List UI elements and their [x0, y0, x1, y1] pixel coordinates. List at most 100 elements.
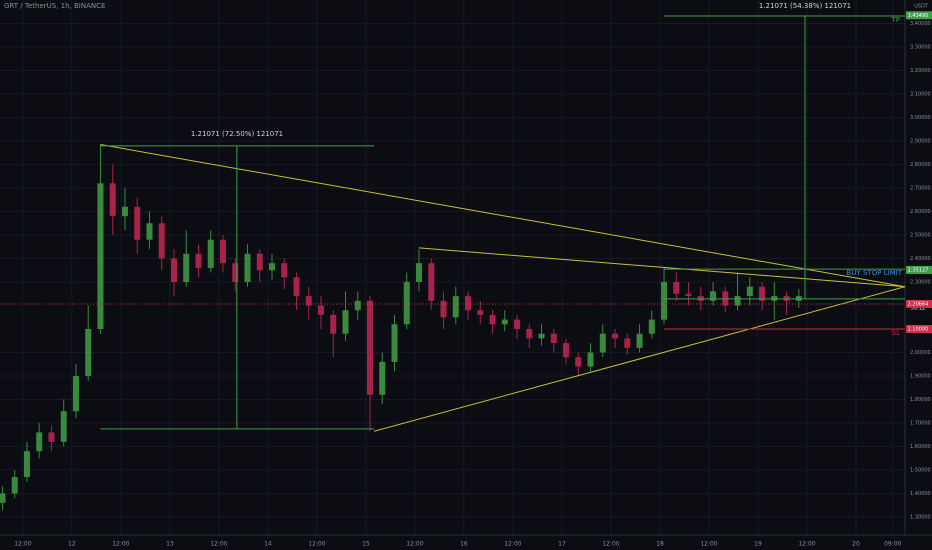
candle-body — [293, 277, 300, 297]
x-tick-label: 18 — [656, 541, 664, 548]
candle-body — [72, 375, 79, 412]
candle-body — [440, 300, 447, 318]
y-tick-label: 3.00000 — [910, 115, 931, 121]
candle-body — [599, 333, 606, 353]
candle-body — [256, 253, 263, 271]
x-tick-label: 13 — [166, 541, 174, 548]
candle-body — [489, 314, 496, 325]
candle-body — [673, 281, 680, 294]
x-tick-label: 19 — [754, 541, 762, 548]
sl-label: SL — [892, 329, 900, 337]
candle-body — [23, 451, 30, 478]
candle-body — [219, 239, 226, 264]
y-tick-label: 1.80000 — [910, 397, 931, 403]
candle-body — [734, 296, 741, 306]
candle-body — [526, 328, 533, 339]
candle-body — [146, 223, 153, 240]
candle-body — [60, 411, 67, 442]
countdown: 50:12 — [911, 306, 925, 312]
candle-body — [207, 239, 214, 268]
x-tick-label: 14 — [264, 541, 272, 548]
candle-body — [575, 357, 582, 367]
candle-body — [465, 296, 472, 311]
y-tick-label: 1.70000 — [910, 420, 931, 426]
price-tag-label: 2.10000 — [908, 326, 929, 332]
x-tick-label: 12:00 — [798, 541, 815, 548]
y-tick-label: 3.30000 — [910, 44, 931, 50]
price-tag — [906, 265, 932, 274]
y-tick-label: 1.90000 — [910, 373, 931, 379]
currency: USDT — [914, 4, 929, 10]
candle-body — [330, 314, 337, 334]
y-tick-label: 2.30000 — [910, 279, 931, 285]
x-tick-label: 20 — [852, 541, 860, 548]
candle-body — [109, 183, 116, 217]
candle-body — [514, 319, 521, 329]
candle-body — [97, 183, 104, 329]
y-tick-label: 2.70000 — [910, 185, 931, 191]
x-tick-label: 12:00 — [602, 541, 619, 548]
candle-body — [759, 286, 766, 301]
price-tag-label: 2.20664 — [908, 301, 929, 307]
candle-body — [305, 296, 312, 306]
y-tick-label: 2.80000 — [910, 162, 931, 168]
y-tick-label: 2.00000 — [910, 350, 931, 356]
price-tag — [906, 324, 932, 333]
candle-body — [121, 206, 128, 217]
candle-body — [550, 333, 557, 344]
candle-body — [391, 324, 398, 362]
y-tick-label: 2.50000 — [910, 232, 931, 238]
y-tick-label: 3.10000 — [910, 91, 931, 97]
candle-body — [612, 333, 619, 339]
y-tick-label: 3.20000 — [910, 68, 931, 74]
candle-body — [232, 263, 239, 282]
candle-body — [342, 310, 349, 334]
drawing-line — [418, 247, 906, 288]
x-tick-label: 12 — [68, 541, 76, 548]
candle-body — [268, 263, 275, 271]
drawing-line — [373, 286, 906, 432]
candle-body — [48, 432, 55, 442]
x-tick-label: 16 — [460, 541, 468, 548]
y-tick-label: 1.60000 — [910, 444, 931, 450]
candle-body — [170, 258, 177, 282]
y-tick-label: 1.30000 — [910, 514, 931, 520]
x-tick-label: 12:00 — [700, 541, 717, 548]
tp-label: TP — [891, 16, 901, 24]
candle-body — [624, 338, 631, 348]
measure-label: 1.21071 (72.50%) 121071 — [191, 130, 283, 138]
y-tick-label: 2.40000 — [910, 256, 931, 262]
candle-body — [134, 206, 141, 240]
price-tag-label: 3.43495 — [908, 13, 929, 19]
chart-title: GRT / TetherUS, 1h, BINANCE — [4, 2, 105, 10]
candle-body — [158, 223, 165, 259]
candle-body — [452, 296, 459, 318]
candle-body — [367, 300, 374, 395]
candle-body — [710, 291, 717, 301]
candle-body — [428, 263, 435, 301]
y-tick-label: 3.40000 — [910, 21, 931, 27]
order-label: BUY STOP LIMIT — [847, 269, 903, 277]
candle-body — [354, 300, 361, 311]
candle-body — [563, 343, 570, 358]
candle-body — [317, 305, 324, 315]
y-tick-label: 2.60000 — [910, 209, 931, 215]
x-tick-label: 12:00 — [14, 541, 31, 548]
x-tick-label: 15 — [362, 541, 370, 548]
drawing-line — [100, 144, 906, 288]
x-tick-label: 09:00 — [884, 541, 901, 548]
x-tick-label: 12:00 — [406, 541, 423, 548]
x-tick-label: 12:00 — [210, 541, 227, 548]
candle-body — [36, 432, 43, 452]
x-tick-label: 12:00 — [112, 541, 129, 548]
candle-body — [403, 281, 410, 325]
candle-body — [661, 281, 668, 320]
candle-body — [11, 477, 18, 494]
x-tick-label: 12:00 — [308, 541, 325, 548]
price-tag — [906, 11, 932, 20]
candle-body — [477, 310, 484, 315]
candle-body — [587, 352, 594, 367]
candle-body — [501, 319, 508, 325]
